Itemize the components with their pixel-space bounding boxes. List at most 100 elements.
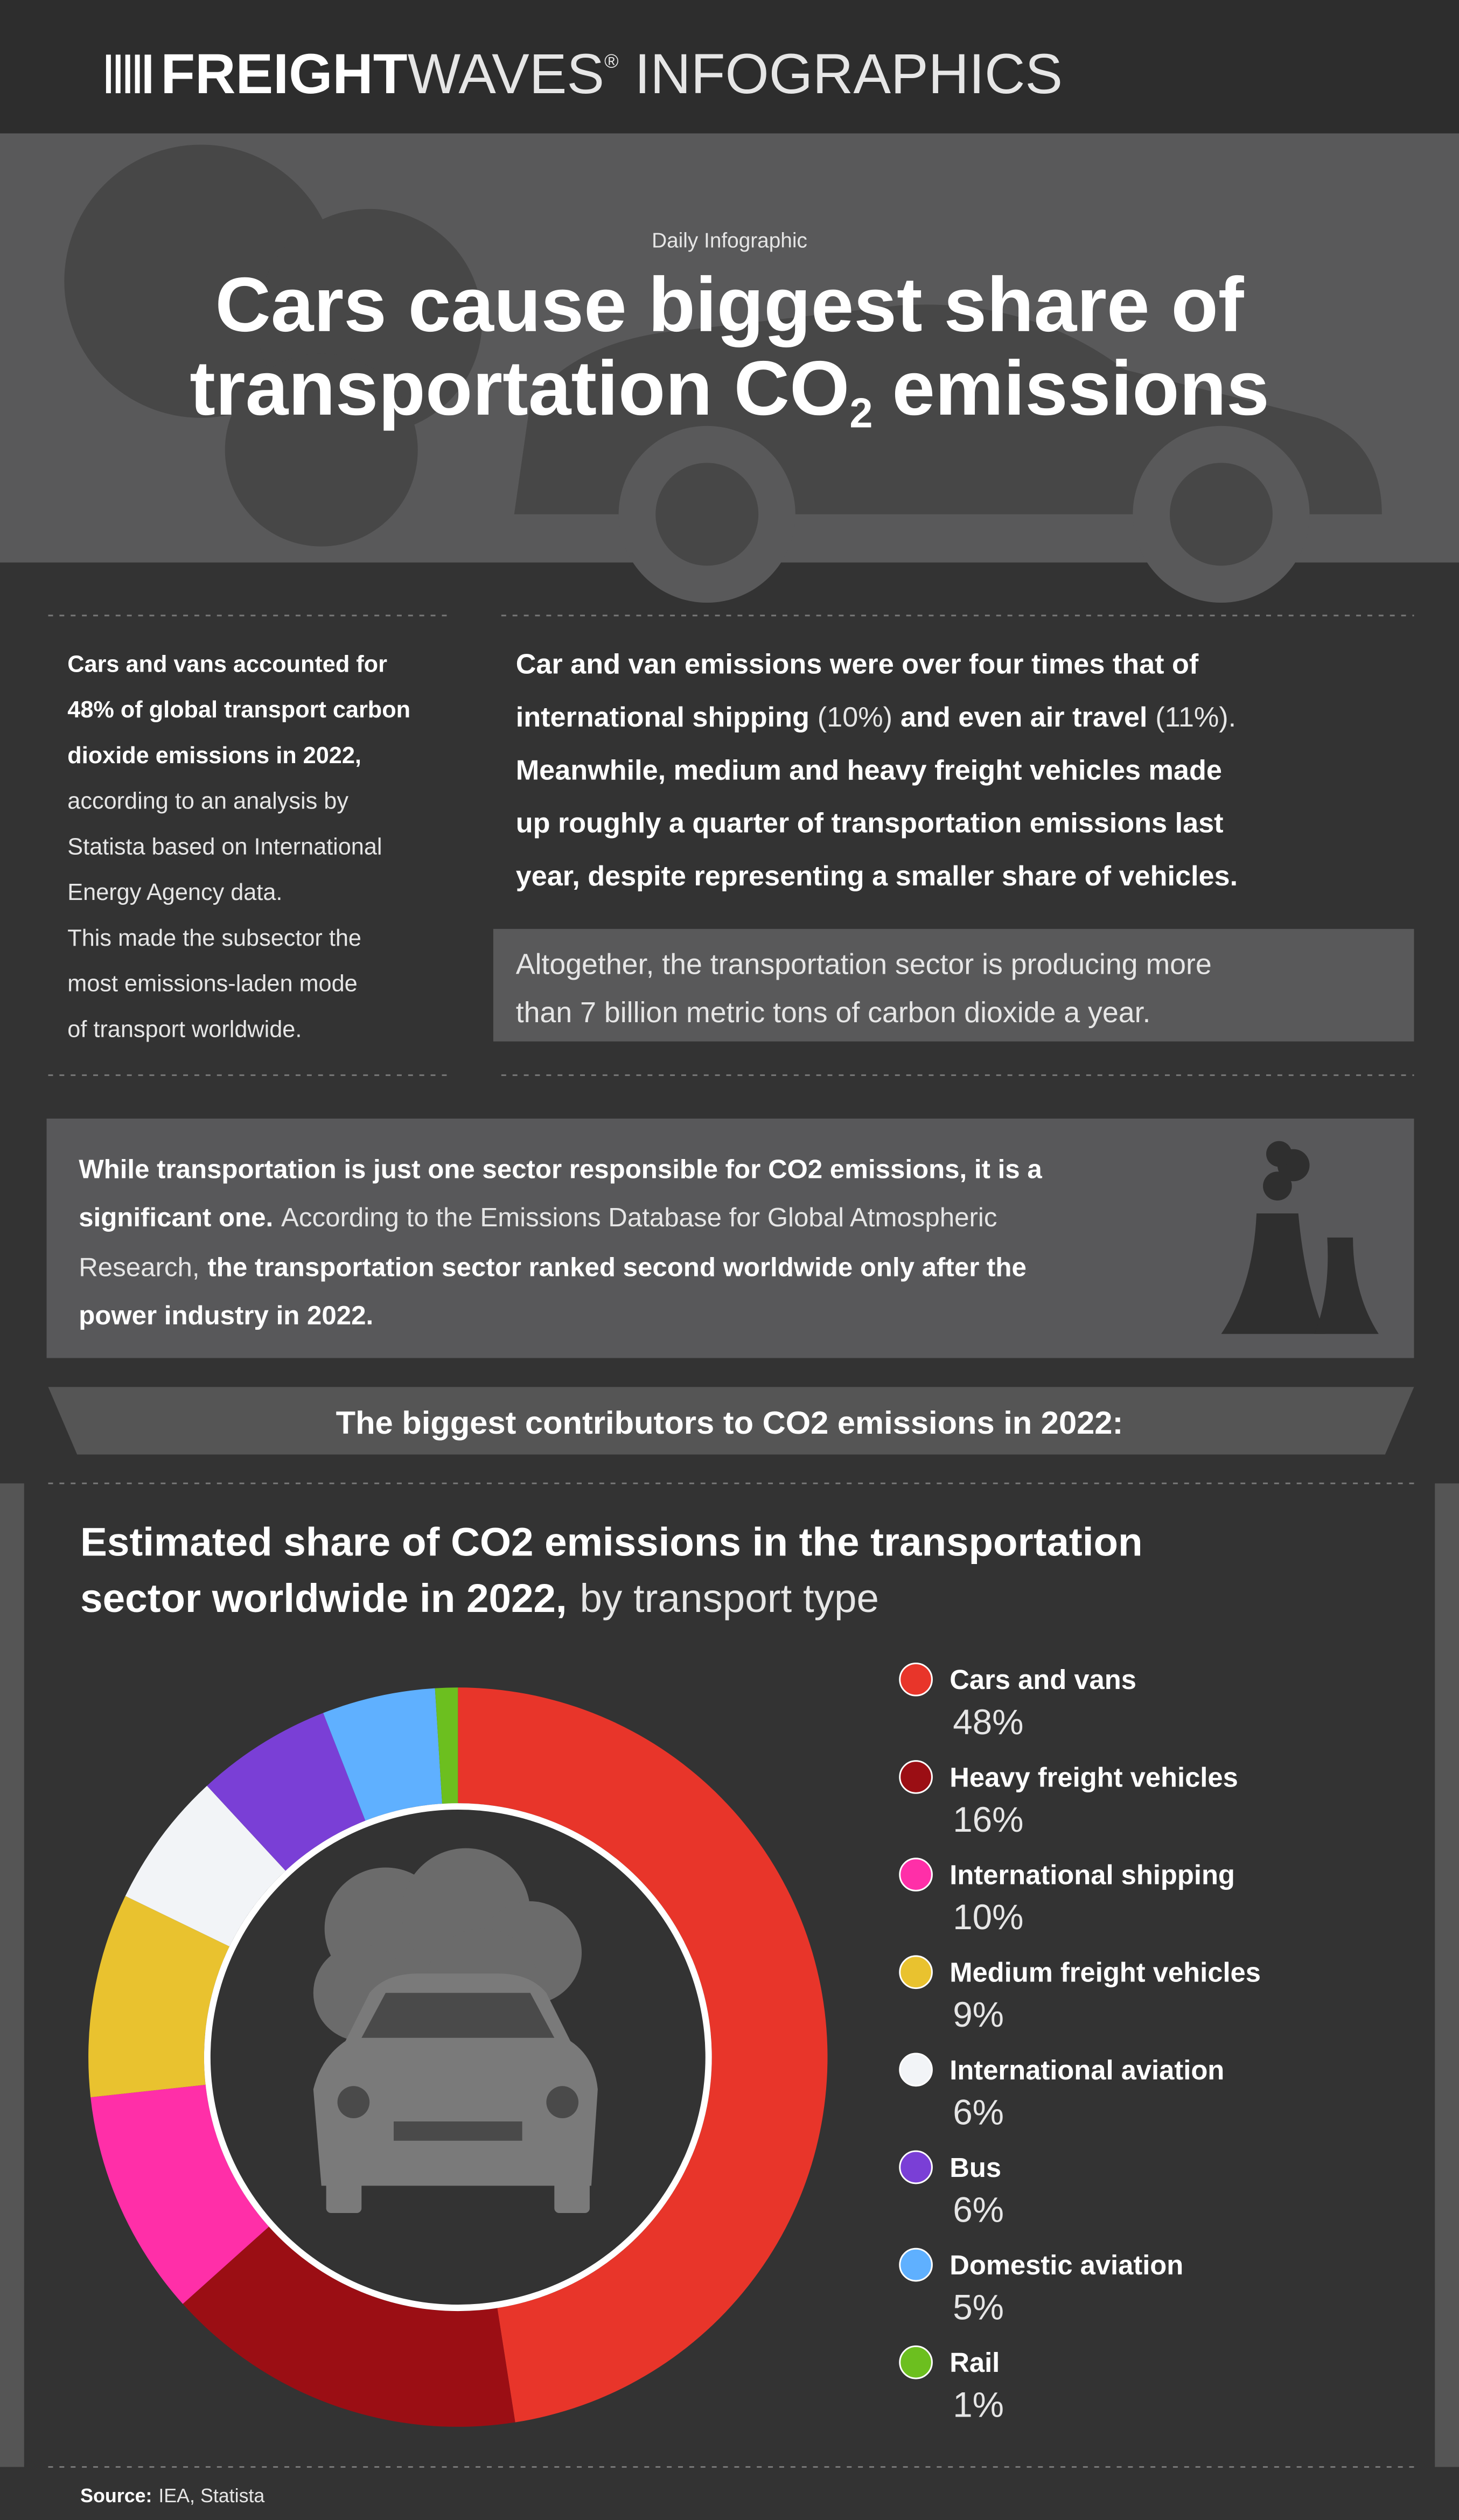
legend: Cars and vans 48% Heavy freight vehicles 16… xyxy=(899,1663,1261,2425)
legend-swatch xyxy=(899,2150,933,2184)
legend-value: 16% xyxy=(953,1800,1023,1839)
legend-value: 10% xyxy=(953,1897,1023,1937)
summary-line: of transport worldwide. xyxy=(67,1016,302,1042)
brand-bold: FREIGHT xyxy=(160,43,407,106)
context-light: According to the Emissions Database for … xyxy=(281,1203,997,1232)
summary-line: This made the subsector the xyxy=(67,925,361,951)
brand-light: WAVES xyxy=(408,43,604,106)
title-subscript: 2 xyxy=(849,390,872,437)
car-window xyxy=(361,1993,555,2038)
summary-line: 48% of global transport carbon xyxy=(67,697,410,723)
car-wheel xyxy=(326,2177,362,2214)
legend-swatch xyxy=(899,1955,933,1990)
legend-label: International shipping xyxy=(950,1860,1235,1890)
detail-bold: international shipping xyxy=(516,702,809,733)
side-strip xyxy=(0,1483,24,2467)
legend-value: 9% xyxy=(953,1995,1004,2034)
legend-label: Rail xyxy=(950,2347,1000,2378)
donut-slice xyxy=(458,1687,828,2423)
detail-line: year, despite representing a smaller sha… xyxy=(516,861,1238,892)
callout-box xyxy=(493,929,1414,1042)
summary-line: most emissions-laden mode xyxy=(67,971,357,997)
donut-slice xyxy=(323,1688,442,1821)
legend-swatch xyxy=(899,2247,933,2282)
donut xyxy=(88,1687,828,2427)
legend-label: Bus xyxy=(950,2152,1001,2183)
context-line: Research, the transportation sector ranke… xyxy=(79,1252,1027,1282)
summary-line: Energy Agency data. xyxy=(67,879,282,905)
chart-title: Estimated share of CO2 emissions in the … xyxy=(80,1519,1142,1565)
donut-slice xyxy=(435,1687,458,1804)
context-bold: the transportation sector ranked second … xyxy=(207,1252,1026,1282)
legend-label: Heavy freight vehicles xyxy=(950,1762,1238,1792)
summary: Cars and vans accounted for 48% of global… xyxy=(67,651,410,1042)
callout-line: than 7 billion metric tons of carbon dio… xyxy=(516,996,1151,1029)
legend-label: Medium freight vehicles xyxy=(950,1957,1261,1988)
source: Source: IEA, Statista xyxy=(80,2485,264,2507)
logo-mark xyxy=(106,54,151,94)
detail-bold: and even air travel xyxy=(900,702,1147,733)
summary-line: dioxide emissions in 2022, xyxy=(67,743,361,769)
legend-swatch xyxy=(899,2053,933,2087)
detail-line: Meanwhile, medium and heavy freight vehi… xyxy=(516,755,1222,786)
summary-line: according to an analysis by xyxy=(67,788,348,814)
legend-swatch xyxy=(899,1858,933,1891)
legend-swatch xyxy=(899,1663,933,1697)
legend-value: 6% xyxy=(953,2092,1004,2132)
summary-line: Statista based on International xyxy=(67,834,382,860)
car-grille xyxy=(393,2121,522,2141)
car-light xyxy=(337,2086,370,2118)
legend-value: 6% xyxy=(953,2190,1004,2229)
detail-line: international shipping (10%) and even air … xyxy=(516,702,1236,733)
side-strip xyxy=(1435,1483,1459,2467)
factory-icon xyxy=(1221,1141,1379,1334)
legend-value: 48% xyxy=(953,1702,1023,1742)
car-light xyxy=(546,2086,579,2118)
context-light: Research, xyxy=(79,1252,199,1282)
source-label: Source: xyxy=(80,2485,152,2507)
legend-label: International aviation xyxy=(950,2055,1224,2085)
context-line: significant one. According to the Emissio… xyxy=(79,1203,997,1232)
brand-mark: ® xyxy=(604,50,618,72)
dividers xyxy=(48,615,1414,2468)
summary-line: Cars and vans accounted for xyxy=(67,651,387,677)
donut-slice xyxy=(90,2084,269,2304)
donut-slice xyxy=(88,1896,230,2098)
donut-slice xyxy=(207,1713,366,1871)
header-band xyxy=(0,0,1459,134)
legend-label: Domestic aviation xyxy=(950,2250,1183,2280)
car-wheel xyxy=(554,2177,590,2214)
title-line: transportation CO2 emissions xyxy=(190,345,1269,437)
chart-subtitle: by transport type xyxy=(580,1575,879,1621)
banner-shape xyxy=(48,1387,1414,1455)
title-text: emissions xyxy=(892,345,1269,431)
source-text: IEA, Statista xyxy=(158,2485,264,2507)
chart-title-text: sector worldwide in 2022, xyxy=(80,1575,567,1621)
legend-label: Cars and vans xyxy=(950,1664,1136,1695)
context-box xyxy=(46,1118,1414,1358)
legend-value: 5% xyxy=(953,2288,1004,2327)
context-line: power industry in 2022. xyxy=(79,1301,373,1330)
context-bold: significant one. xyxy=(79,1203,273,1232)
kicker: Daily Infographic xyxy=(652,229,807,253)
detail-light: (10%) xyxy=(818,702,892,733)
legend-value: 1% xyxy=(953,2385,1004,2425)
banner: The biggest contributors to CO2 emission… xyxy=(336,1405,1123,1441)
callout-line: Altogether, the transportation sector is… xyxy=(516,948,1212,980)
title-line: Cars cause biggest share of xyxy=(215,262,1244,348)
brand: FREIGHTWAVES® INFOGRAPHICS xyxy=(160,43,1063,106)
detail-line: up roughly a quarter of transportation e… xyxy=(516,808,1224,839)
donut-slice xyxy=(125,1785,286,1947)
detail-line: Car and van emissions were over four tim… xyxy=(516,648,1199,680)
hero-silhouette xyxy=(64,144,1382,603)
legend-swatch xyxy=(899,2345,933,2379)
donut-slice xyxy=(183,2226,515,2427)
brand-section: INFOGRAPHICS xyxy=(634,43,1063,106)
title-text: transportation CO xyxy=(190,345,849,431)
context-line: While transportation is just one sector … xyxy=(79,1154,1042,1184)
detail-light: (11%). xyxy=(1155,702,1236,733)
legend-swatch xyxy=(899,1760,933,1794)
chart-title: sector worldwide in 2022, by transport ty… xyxy=(80,1575,879,1621)
